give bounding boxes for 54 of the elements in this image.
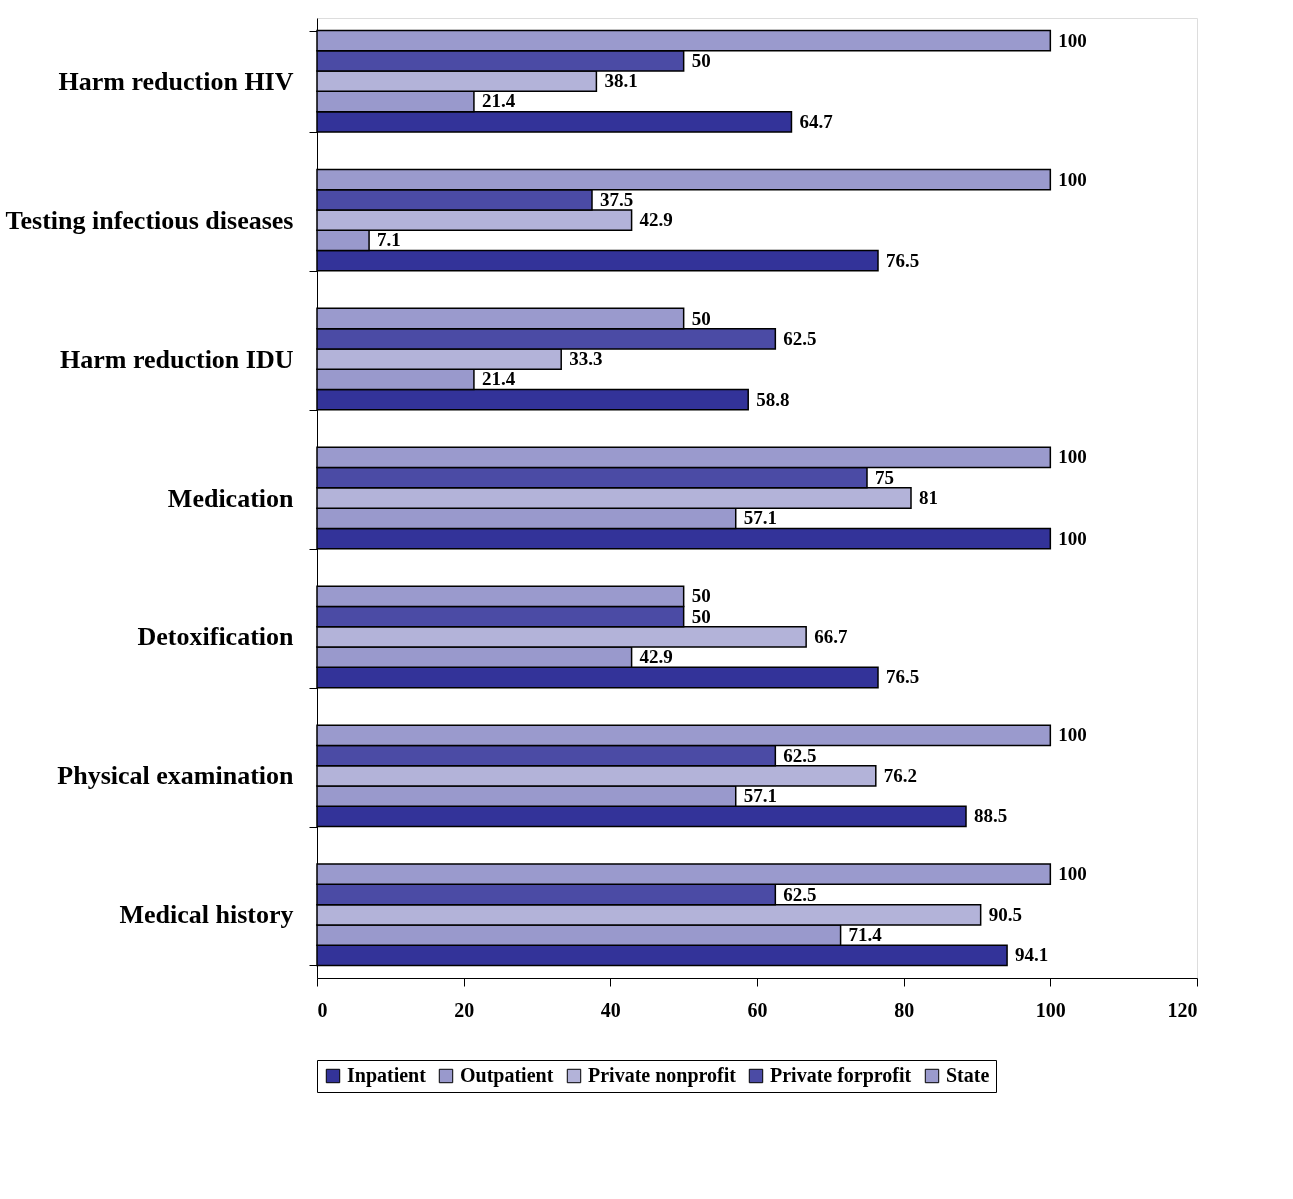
- y-tick-label: Harm reduction IDU: [59, 344, 294, 374]
- data-label: 100: [1058, 724, 1087, 746]
- data-label: 64.7: [799, 110, 834, 132]
- data-label: 7.1: [377, 229, 401, 251]
- x-tick-label: 20: [454, 998, 475, 1021]
- y-tick-label: Physical examination: [57, 761, 295, 791]
- data-label: 50: [691, 585, 711, 607]
- legend-label: Outpatient: [460, 1064, 554, 1087]
- y-tick-label: Medication: [167, 483, 295, 513]
- data-label: 71.4: [848, 924, 883, 946]
- data-label: 62.5: [783, 883, 817, 905]
- x-tick-label: 100: [1035, 998, 1066, 1021]
- x-tick-label: 120: [1167, 998, 1198, 1021]
- data-label: 88.5: [974, 805, 1008, 827]
- data-label: 42.9: [639, 209, 673, 231]
- legend-label: Private forprofit: [770, 1064, 912, 1087]
- data-label: 100: [1058, 527, 1087, 549]
- y-tick-label: Medical history: [119, 900, 294, 930]
- y-tick-label: Testing infectious diseases: [5, 205, 294, 235]
- data-label: 100: [1058, 29, 1087, 51]
- data-label: 75: [875, 466, 894, 488]
- data-label: 50: [691, 307, 711, 329]
- data-label: 42.9: [639, 646, 673, 668]
- data-label: 57.1: [743, 785, 777, 807]
- data-label: 57.1: [743, 507, 777, 529]
- y-tick-label: Detoxification: [137, 622, 295, 652]
- legend-label: State: [946, 1064, 990, 1086]
- legend-label: Inpatient: [347, 1064, 427, 1087]
- data-label: 38.1: [604, 70, 638, 92]
- x-tick-label: 40: [600, 998, 621, 1021]
- data-label: 100: [1058, 446, 1087, 468]
- data-label: 76.2: [883, 764, 918, 786]
- y-tick-label: Harm reduction HIV: [58, 66, 294, 96]
- data-label: 21.4: [481, 90, 516, 112]
- data-label: 50: [691, 49, 711, 71]
- data-label: 94.1: [1015, 944, 1049, 966]
- legend-label: Private nonprofit: [588, 1064, 737, 1087]
- data-label: 62.5: [783, 327, 817, 349]
- data-label: 62.5: [783, 744, 817, 766]
- data-label: 81: [919, 487, 938, 508]
- data-label: 76.5: [886, 666, 920, 688]
- data-label: 90.5: [988, 903, 1022, 925]
- x-tick-label: 60: [747, 998, 768, 1021]
- x-tick-label: 80: [894, 998, 915, 1021]
- data-label: 76.5: [886, 249, 920, 271]
- data-label: 37.5: [600, 188, 634, 210]
- data-label: 100: [1058, 863, 1087, 885]
- data-label: 100: [1058, 168, 1087, 190]
- data-label: 33.3: [569, 348, 603, 370]
- x-tick-label: 0: [317, 998, 328, 1021]
- data-label: 58.8: [756, 388, 790, 410]
- data-label: 50: [691, 605, 711, 627]
- data-label: 21.4: [481, 368, 516, 390]
- data-label: 66.7: [814, 625, 848, 647]
